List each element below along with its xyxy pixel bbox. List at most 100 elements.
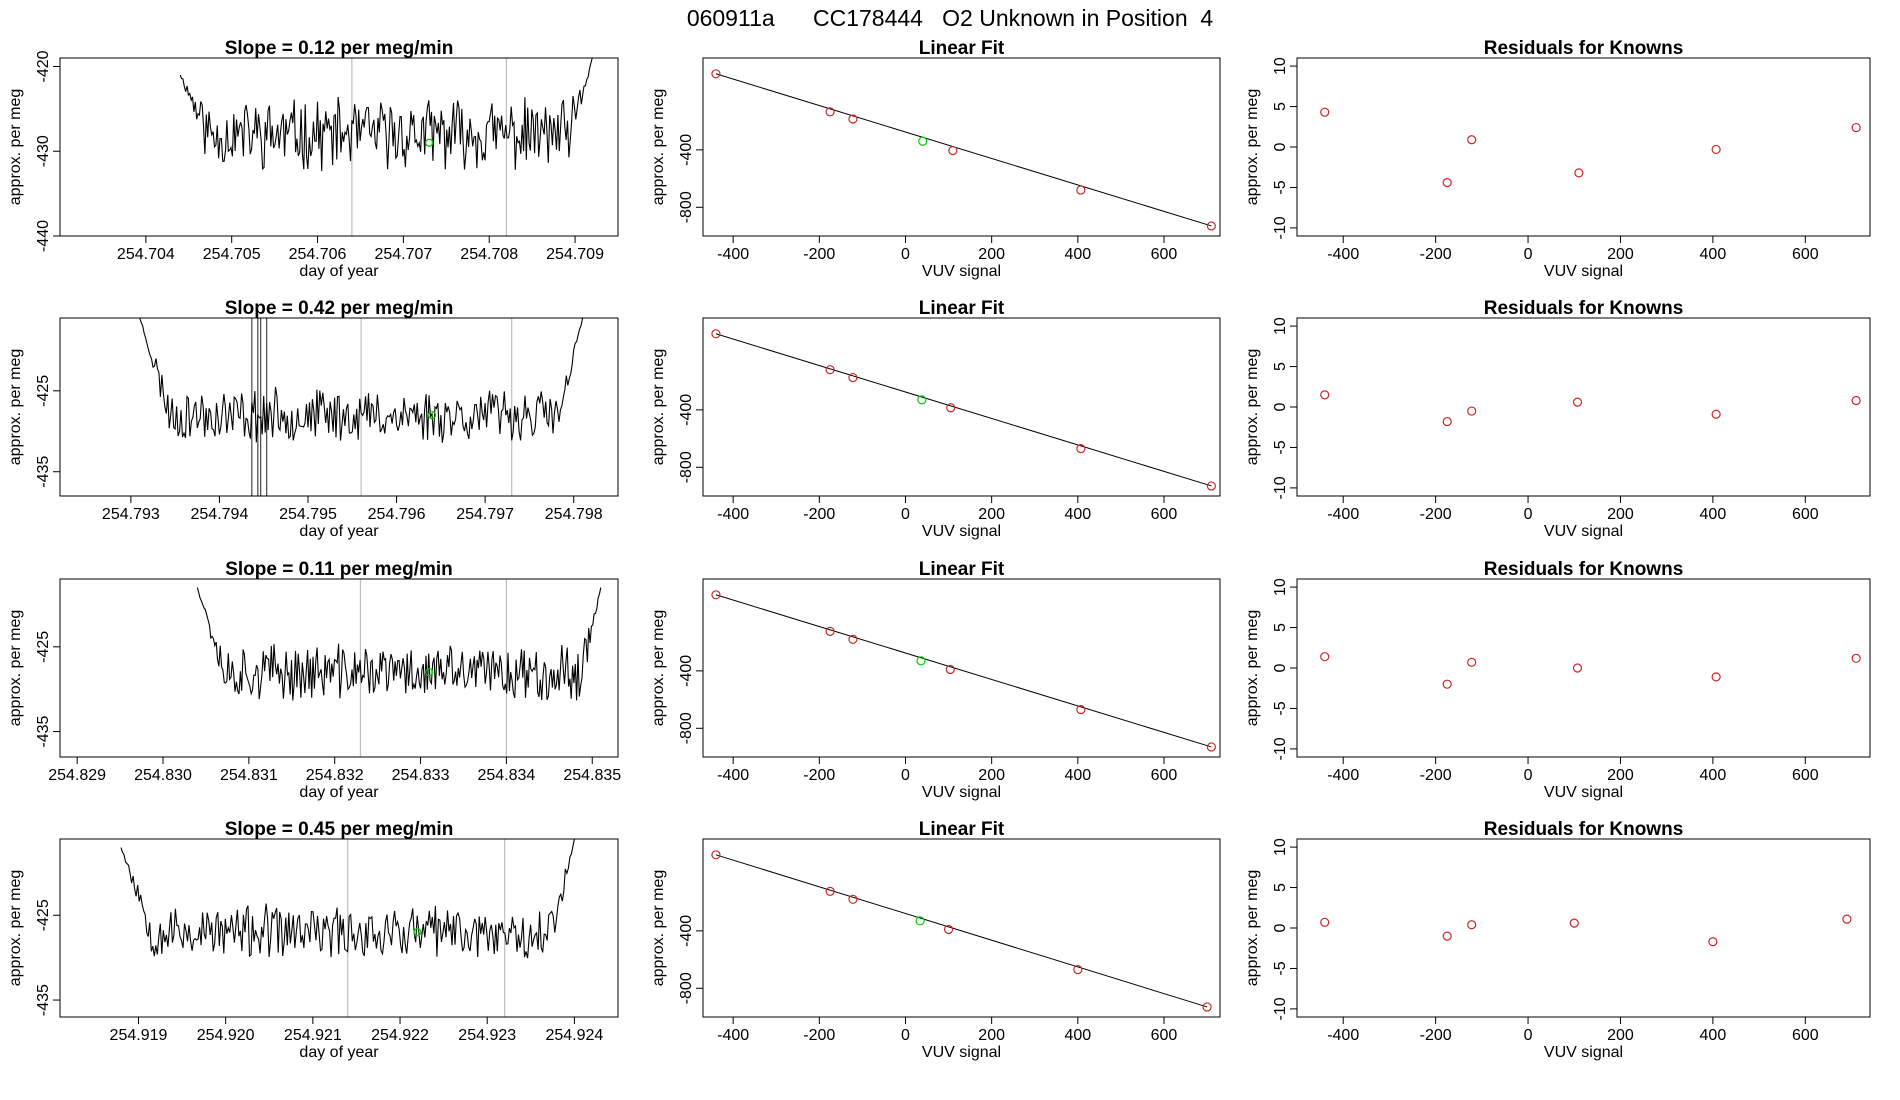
panel-r3-c2: Linear Fit -400 -200 0 200 400 600 -800 -400 VUV … (650, 559, 1221, 801)
panel-r2-c2: Linear Fit -400 -200 0 200 400 600 -800 -400 VUV … (650, 298, 1221, 540)
x-tick-label: -200 (1420, 506, 1452, 523)
y-tick-label: 0 (1272, 402, 1289, 411)
plot-frame (59, 838, 619, 1018)
y-tick-label: 10 (1272, 838, 1289, 856)
known-point (1076, 444, 1086, 454)
x-tick-label: 400 (1064, 1027, 1091, 1044)
x-tick-label: 254.705 (203, 246, 261, 263)
x-tick-label: 600 (1151, 246, 1178, 263)
x-tick-label: 254.796 (368, 506, 426, 523)
x-tick-label: 400 (1700, 506, 1727, 523)
x-tick-label: -400 (1327, 506, 1359, 523)
known-point (1076, 705, 1086, 715)
known-point (1842, 914, 1852, 924)
x-tick-label: 0 (901, 506, 910, 523)
y-tick-label: -10 (1272, 737, 1289, 760)
x-tick-label: -400 (1327, 1027, 1359, 1044)
y-tick-label: -400 (678, 394, 695, 426)
x-tick-label: 400 (1064, 246, 1091, 263)
known-point (948, 145, 958, 156)
x-tick-label: -200 (1420, 1027, 1452, 1044)
x-tick-label: 254.923 (458, 1027, 516, 1044)
known-point (848, 372, 858, 383)
panel-title: Residuals for Knowns (1484, 298, 1684, 319)
x-tick-label: 0 (1524, 1027, 1533, 1044)
known-point (825, 886, 835, 896)
known-point (1708, 937, 1718, 947)
plot-frame (59, 317, 619, 497)
x-tick-label: 600 (1792, 1027, 1819, 1044)
panel-r3-c3: Residuals for Knowns -400 -200 0 200 400 600 -1… (1244, 559, 1871, 801)
unknown-marker (427, 410, 437, 420)
x-tick-label: -400 (717, 767, 749, 784)
known-point (1442, 178, 1452, 188)
x-tick-label: 200 (978, 1027, 1005, 1044)
y-tick-label: -420 (35, 50, 52, 82)
x-tick-label: -400 (1327, 767, 1359, 784)
x-axis-label: VUV signal (922, 1044, 1001, 1061)
known-point (1202, 1002, 1212, 1012)
known-point (711, 69, 721, 79)
y-tick-label: -440 (35, 220, 52, 252)
x-tick-label: 254.919 (110, 1027, 168, 1044)
x-tick-label: 254.924 (545, 1027, 603, 1044)
signal-trace (120, 838, 575, 959)
fit-line (715, 854, 1208, 1008)
panel-title: Slope = 0.11 per meg/min (225, 559, 453, 580)
x-tick-label: 600 (1151, 767, 1178, 784)
panel-title: Residuals for Knowns (1484, 559, 1684, 580)
x-tick-label: 254.707 (374, 246, 432, 263)
x-tick-label: -200 (1420, 767, 1452, 784)
unknown-point (915, 916, 925, 926)
x-tick-label: 600 (1792, 767, 1819, 784)
x-axis-label: day of year (299, 523, 379, 540)
x-tick-label: 254.921 (284, 1027, 342, 1044)
known-point (1711, 409, 1721, 419)
x-tick-label: 254.830 (134, 767, 192, 784)
y-tick-label: -435 (35, 984, 52, 1016)
y-tick-label: -400 (678, 134, 695, 166)
x-tick-label: 254.709 (546, 246, 604, 263)
unknown-marker (424, 138, 434, 147)
x-tick-label: 200 (978, 506, 1005, 523)
plot-frame (59, 578, 619, 758)
known-point (1467, 920, 1477, 930)
y-axis-label: approx. per meg (7, 610, 24, 727)
panel-r2-c3: Residuals for Knowns -400 -200 0 200 400 600 -1… (1244, 298, 1871, 540)
y-tick-label: -425 (35, 899, 52, 931)
y-tick-label: -5 (1272, 180, 1289, 194)
known-point (1851, 653, 1861, 663)
known-point (1320, 107, 1330, 117)
y-tick-label: -10 (1272, 997, 1289, 1020)
known-point (825, 107, 835, 117)
known-point (711, 850, 721, 860)
known-point (1442, 931, 1452, 941)
panel-title: Linear Fit (919, 298, 1005, 319)
y-tick-label: 5 (1272, 102, 1289, 111)
known-point (1711, 144, 1721, 155)
x-tick-label: -200 (803, 246, 835, 263)
x-tick-label: 0 (1524, 767, 1533, 784)
y-axis-label: approx. per meg (7, 870, 24, 987)
known-point (1851, 395, 1861, 406)
y-axis-label: approx. per meg (650, 610, 667, 727)
figure-supertitle: 060911a CC178444 O2 Unknown in Position … (687, 5, 1214, 31)
y-tick-label: -5 (1272, 440, 1289, 454)
plot-frame (1296, 838, 1871, 1018)
known-point (711, 329, 721, 339)
x-tick-label: 0 (901, 1027, 910, 1044)
x-axis-label: day of year (299, 263, 379, 280)
panel-title: Slope = 0.42 per meg/min (225, 298, 454, 319)
panel-title: Linear Fit (919, 819, 1005, 840)
unknown-point (916, 656, 926, 666)
x-tick-label: 254.832 (306, 767, 364, 784)
x-tick-label: 600 (1151, 506, 1178, 523)
panel-title: Linear Fit (919, 38, 1005, 59)
x-tick-label: 200 (1607, 767, 1634, 784)
x-tick-label: 400 (1700, 1027, 1727, 1044)
x-tick-label: 200 (1607, 246, 1634, 263)
y-tick-label: 5 (1272, 623, 1289, 632)
y-tick-label: 5 (1272, 883, 1289, 892)
y-tick-label: -430 (35, 135, 52, 167)
y-tick-label: 0 (1272, 923, 1289, 932)
